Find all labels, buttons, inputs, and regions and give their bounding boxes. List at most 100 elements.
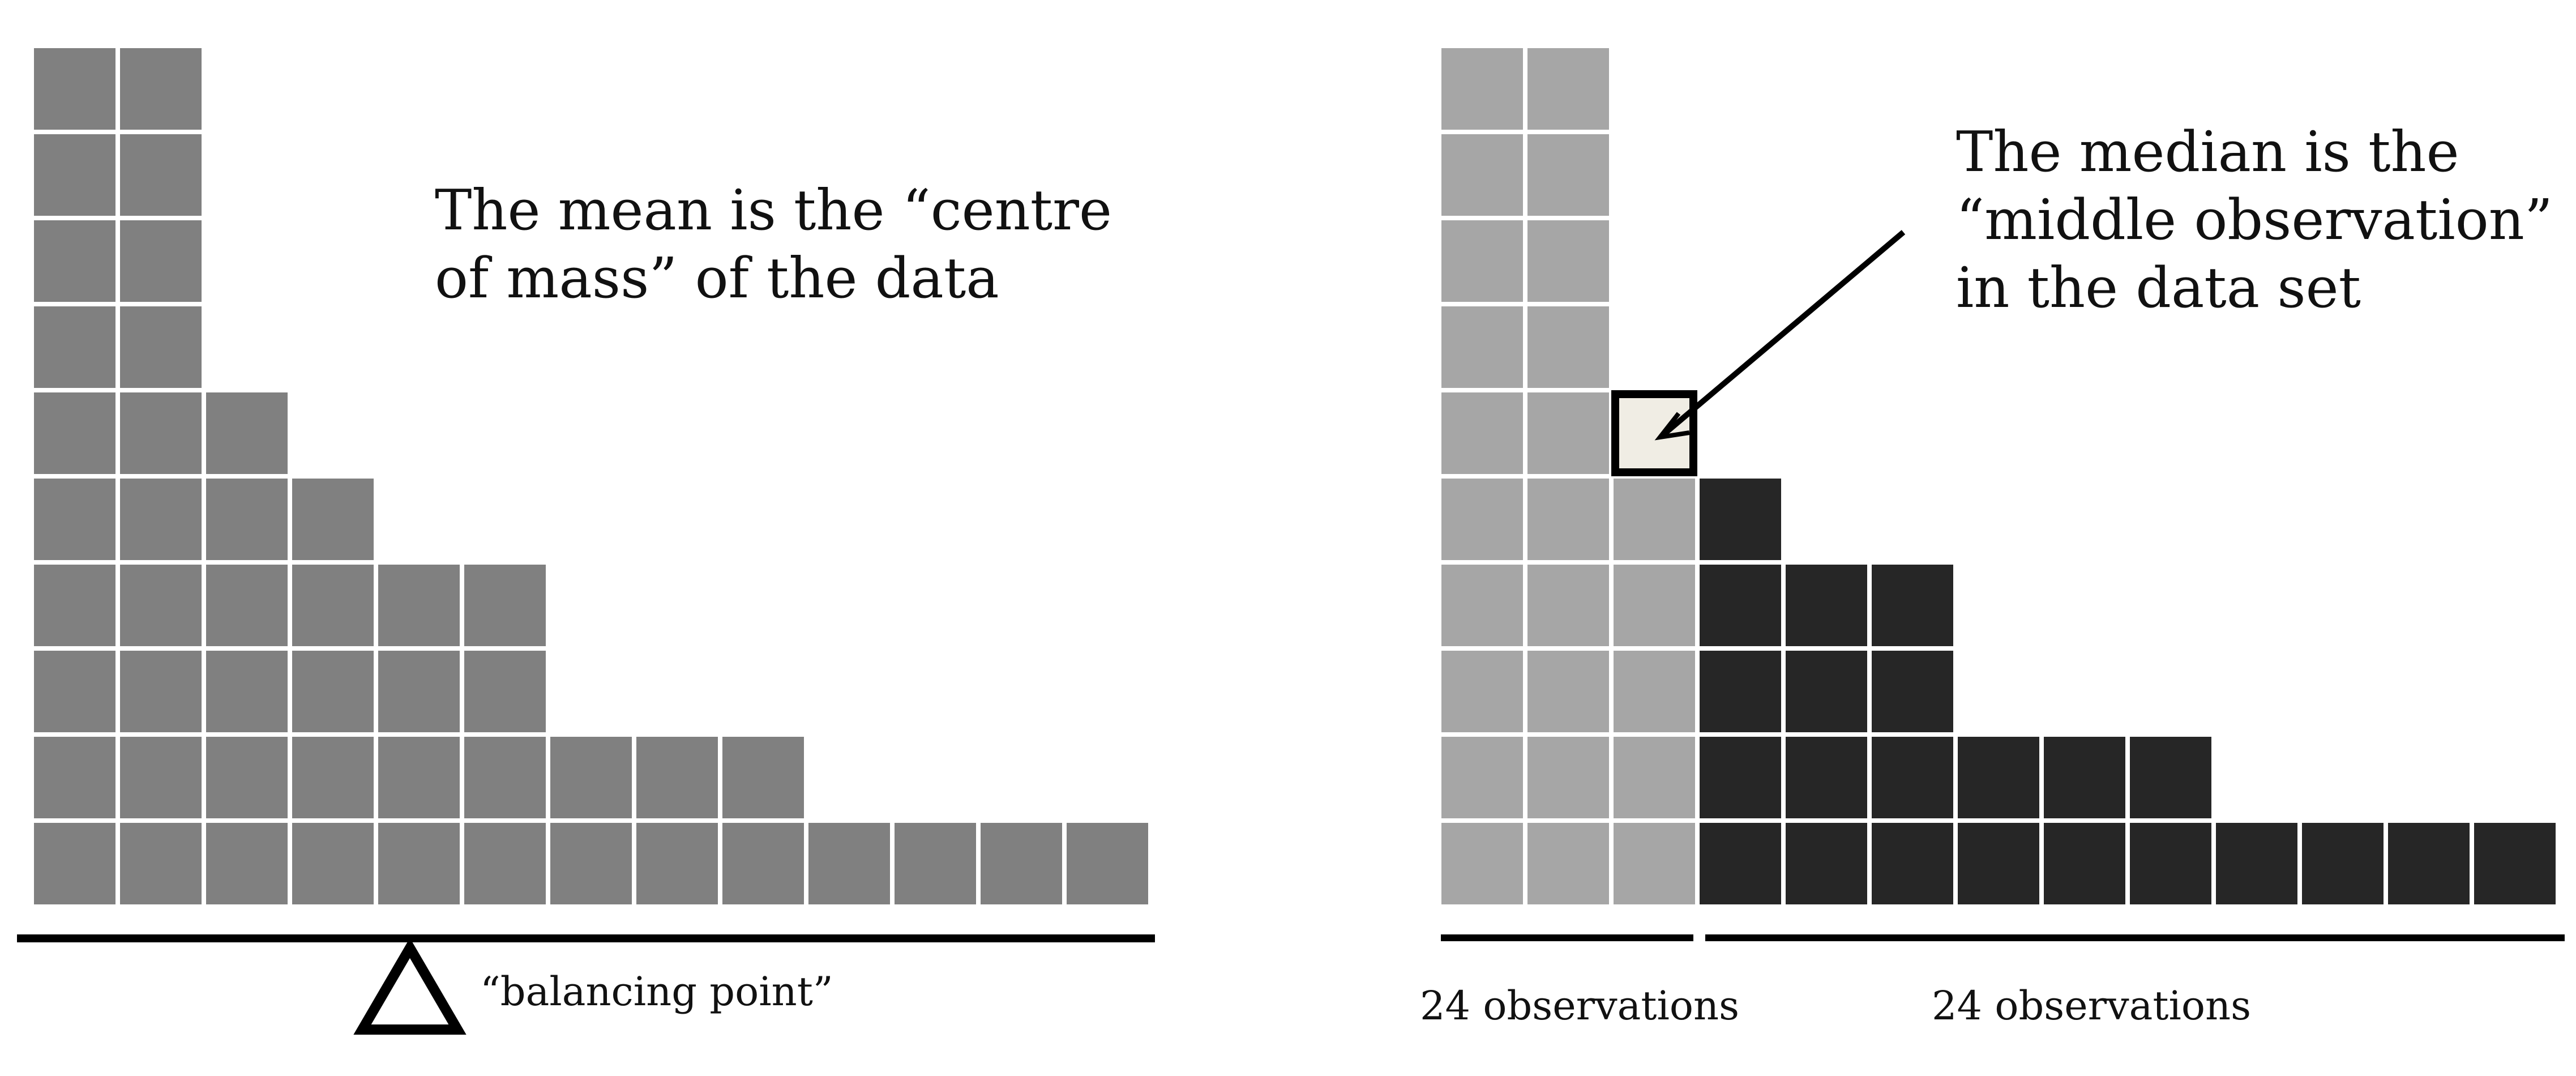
mean-block [34, 651, 115, 732]
mean-caption-line-1: The mean is the “centre [435, 178, 1112, 243]
lower-half-block [1441, 392, 1523, 474]
mean-block [120, 392, 202, 474]
mean-block [636, 823, 718, 904]
upper-half-block [1700, 737, 1781, 818]
mean-caption-line-2: of mass” of the data [435, 246, 999, 311]
mean-block [206, 737, 288, 818]
mean-block [120, 479, 202, 560]
lower-half-block [1614, 479, 1695, 560]
mean-block [895, 823, 976, 904]
mean-block [292, 565, 374, 646]
lower-half-block [1527, 220, 1609, 302]
median-caption: The median is the “middle observation” i… [1956, 120, 2570, 321]
mean-block [34, 220, 115, 302]
lower-half-block [1527, 737, 1609, 818]
mean-block [722, 823, 804, 904]
upper-half-block [1700, 823, 1781, 904]
mean-block [1067, 823, 1148, 904]
mean-block [292, 823, 374, 904]
lower-half-block [1441, 306, 1523, 388]
upper-half-block [2216, 823, 2297, 904]
mean-block [34, 134, 115, 216]
upper-half-block [2130, 823, 2211, 904]
mean-block [636, 737, 718, 818]
upper-half-block [2044, 737, 2125, 818]
lower-group-underline [1441, 934, 1693, 941]
median-block [1611, 390, 1697, 476]
mean-block [206, 392, 288, 474]
mean-block [34, 48, 115, 130]
upper-half-block [1700, 651, 1781, 732]
mean-block [464, 737, 546, 818]
upper-group-label: 24 observations [1932, 983, 2251, 1029]
upper-half-block [1786, 565, 1867, 646]
median-caption-line-2: “middle observation” [1956, 188, 2553, 253]
upper-half-block [2044, 823, 2125, 904]
mean-block [378, 823, 460, 904]
lower-half-block [1614, 737, 1695, 818]
upper-half-block [1786, 737, 1867, 818]
lower-half-block [1614, 651, 1695, 732]
mean-block [120, 651, 202, 732]
fulcrum-triangle [353, 938, 467, 1035]
lower-half-block [1527, 392, 1609, 474]
mean-block [120, 48, 202, 130]
mean-block [34, 823, 115, 904]
lower-group-label: 24 observations [1420, 983, 1739, 1029]
lower-half-block [1441, 737, 1523, 818]
fulcrum-label: “balancing point” [480, 968, 833, 1015]
mean-block [120, 823, 202, 904]
lower-half-block [1614, 565, 1695, 646]
mean-block [981, 823, 1062, 904]
lower-half-block [1441, 134, 1523, 216]
mean-block [206, 651, 288, 732]
lower-half-block [1527, 48, 1609, 130]
mean-block [120, 220, 202, 302]
mean-block [292, 479, 374, 560]
mean-block [34, 479, 115, 560]
upper-half-block [1700, 479, 1781, 560]
upper-half-block [1872, 651, 1953, 732]
mean-block [464, 823, 546, 904]
mean-block [292, 737, 374, 818]
upper-half-block [1786, 651, 1867, 732]
median-pointer-arrow [1654, 230, 1906, 441]
upper-group-underline [1705, 934, 2565, 941]
mean-block [34, 306, 115, 388]
median-caption-line-3: in the data set [1956, 256, 2361, 321]
balance-beam [17, 934, 1155, 942]
mean-block [722, 737, 804, 818]
mean-block [378, 651, 460, 732]
lower-half-block [1614, 823, 1695, 904]
mean-block [206, 565, 288, 646]
mean-block [120, 737, 202, 818]
upper-half-block [2302, 823, 2384, 904]
median-block-stack [1441, 48, 2556, 904]
lower-half-block [1527, 823, 1609, 904]
mean-block [464, 651, 546, 732]
mean-block [120, 134, 202, 216]
lower-half-block [1441, 220, 1523, 302]
lower-half-block [1441, 651, 1523, 732]
mean-block [808, 823, 890, 904]
mean-block [206, 479, 288, 560]
lower-half-block [1441, 823, 1523, 904]
mean-block [120, 565, 202, 646]
mean-block [120, 306, 202, 388]
lower-half-block [1527, 479, 1609, 560]
median-caption-line-1: The median is the [1956, 120, 2459, 185]
mean-block [34, 565, 115, 646]
mean-block [34, 737, 115, 818]
mean-caption: The mean is the “centre of mass” of the … [435, 178, 1129, 311]
lower-half-block [1441, 565, 1523, 646]
upper-half-block [2474, 823, 2556, 904]
upper-half-block [1700, 565, 1781, 646]
lower-half-block [1441, 48, 1523, 130]
mean-block [206, 823, 288, 904]
upper-half-block [1786, 823, 1867, 904]
mean-block [378, 737, 460, 818]
lower-half-block [1527, 134, 1609, 216]
mean-block [464, 565, 546, 646]
upper-half-block [1872, 737, 1953, 818]
